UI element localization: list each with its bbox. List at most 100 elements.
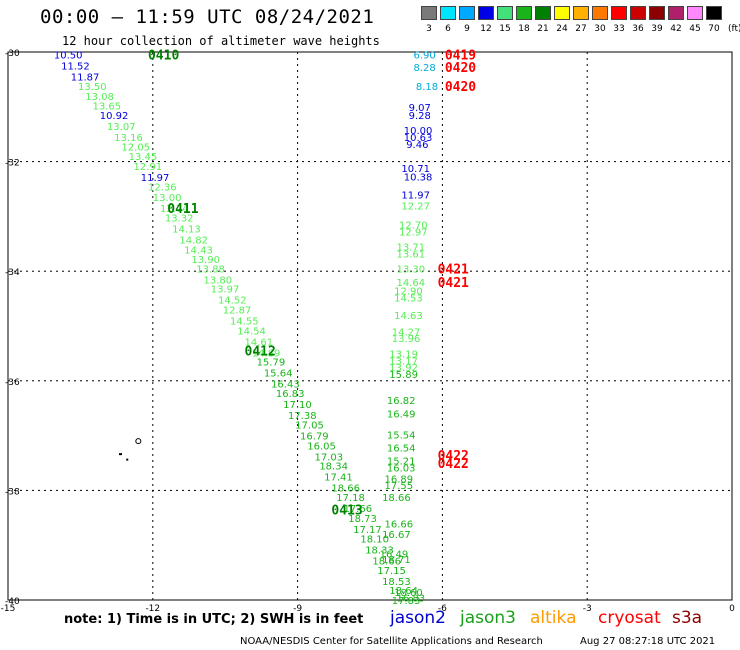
lat-tick-label: -30 xyxy=(5,49,20,59)
wave-height-value: 17.17 xyxy=(353,525,382,536)
wave-height-value: 18.33 xyxy=(365,546,394,557)
wave-height-value: 17.05 xyxy=(295,421,324,432)
wave-height-value: 8.28 xyxy=(413,63,435,74)
islands xyxy=(119,438,142,461)
legend-swatch xyxy=(478,6,494,20)
wave-height-value: 13.08 xyxy=(85,92,114,103)
lon-tick-label: -3 xyxy=(583,604,592,614)
wave-height-value: 13.17 xyxy=(389,357,418,368)
legend-swatch xyxy=(516,6,532,20)
wave-height-value: 17.18 xyxy=(336,493,365,504)
legend-swatch-label: 30 xyxy=(594,24,606,34)
wave-height-value: 13.30 xyxy=(397,264,426,275)
wave-height-value: 15.54 xyxy=(387,431,416,442)
wave-height-value: 6.90 xyxy=(413,51,435,62)
legend-swatch xyxy=(554,6,570,20)
legend-swatch-label: 36 xyxy=(632,24,644,34)
wave-height-value: 16.66 xyxy=(384,519,413,530)
wave-height-value: 17.10 xyxy=(283,400,312,411)
wave-height-value: 15.79 xyxy=(257,358,286,369)
wave-height-value: 8.18 xyxy=(416,82,438,93)
wave-height-value: 16.83 xyxy=(397,593,426,604)
lon-tick-label: -15 xyxy=(1,604,16,614)
legend-swatch xyxy=(421,6,437,20)
wave-height-value: 17.41 xyxy=(324,473,353,484)
wave-height-value: 13.90 xyxy=(191,255,220,266)
wave-height-value: 16.54 xyxy=(387,444,416,455)
wave-height-value: 18.53 xyxy=(382,577,411,588)
wave-height-value: 13.61 xyxy=(397,250,426,261)
wave-height-value: 13.80 xyxy=(203,275,232,286)
island-outline xyxy=(135,438,142,445)
legend-swatch-label: 33 xyxy=(613,24,625,34)
wave-height-value: 12.90 xyxy=(394,286,423,297)
wave-height-value: 12.91 xyxy=(133,162,162,173)
wave-height-value: 16.83 xyxy=(276,389,305,400)
legend-swatch-label: 9 xyxy=(464,24,470,34)
wave-height-value: 14.13 xyxy=(172,224,201,235)
wave-height-value: 15.21 xyxy=(387,456,416,467)
satellite-name: cryosat xyxy=(598,608,661,628)
wave-height-value: 17.55 xyxy=(384,481,413,492)
lat-tick-label: -32 xyxy=(5,159,20,169)
wave-height-value: 14.61 xyxy=(245,337,274,348)
satellite-name: jason3 xyxy=(460,608,516,628)
wave-height-value: 13.45 xyxy=(129,152,158,163)
legend-swatch xyxy=(573,6,589,20)
pass-time-label: 0419 xyxy=(445,49,476,64)
wave-height-value: 14.27 xyxy=(392,327,421,338)
pass-time-label: 0413 xyxy=(331,504,362,519)
wave-height-value: 16.79 xyxy=(300,432,329,443)
wave-height-value: 13.07 xyxy=(107,122,136,133)
wave-height-value: 13.32 xyxy=(165,213,194,224)
lon-tick-label: -9 xyxy=(293,604,302,614)
wave-height-value: 13.88 xyxy=(196,264,225,275)
legend-swatch-label: 27 xyxy=(575,24,587,34)
wave-height-value: 16.49 xyxy=(380,549,409,560)
legend-swatch-label: 15 xyxy=(499,24,511,34)
lat-tick-label: -40 xyxy=(5,597,20,607)
legend-swatch xyxy=(630,6,646,20)
lat-tick-label: -34 xyxy=(5,268,20,278)
track-labels: 10.5011.5211.8713.5013.0813.6510.9213.07… xyxy=(54,49,476,607)
pass-time-label: 0421 xyxy=(438,262,469,277)
wave-height-value: 16.43 xyxy=(271,380,300,391)
legend-swatch-label: 12 xyxy=(480,24,492,34)
wave-height-value: 17.38 xyxy=(288,411,317,422)
pass-time-label: 0420 xyxy=(445,61,476,76)
lon-tick-label: -6 xyxy=(438,604,447,614)
wave-height-value: 18.60 xyxy=(394,588,423,599)
island-outline xyxy=(126,458,129,461)
legend-swatch xyxy=(535,6,551,20)
map-note: note: 1) Time is in UTC; 2) SWH is in fe… xyxy=(64,612,364,627)
wave-height-value: 14.55 xyxy=(230,317,259,328)
legend-swatch-label: 39 xyxy=(651,24,663,34)
legend-swatch-label: 42 xyxy=(670,24,682,34)
legend-swatch-label: 6 xyxy=(445,24,451,34)
legend-swatch xyxy=(649,6,665,20)
wave-height-value: 18.64 xyxy=(389,586,418,597)
lat-tick-label: -38 xyxy=(5,487,20,497)
pass-time-label: 0422 xyxy=(438,449,469,464)
wave-height-value: 16.89 xyxy=(384,474,413,485)
wave-height-value: 12.05 xyxy=(121,142,150,153)
legend-swatch xyxy=(611,6,627,20)
wave-height-value: 10.00 xyxy=(404,126,433,137)
wave-height-value: 10.92 xyxy=(100,111,129,122)
wave-height-value: 17.66 xyxy=(343,504,372,515)
wave-height-value: 14.82 xyxy=(179,235,208,246)
wave-height-value: 18.34 xyxy=(319,462,348,473)
legend-swatch-label: 18 xyxy=(518,24,530,34)
wave-height-value: 15.89 xyxy=(389,370,418,381)
wave-height-value: 16.82 xyxy=(387,396,416,407)
pass-time-label: 0411 xyxy=(167,202,198,217)
wave-height-value: 13.96 xyxy=(392,334,421,345)
legend-swatch xyxy=(497,6,513,20)
wave-height-value: 12.70 xyxy=(399,221,428,232)
wave-height-value: 9.28 xyxy=(409,111,431,122)
pass-time-label: 0412 xyxy=(245,345,276,360)
wave-height-value: 17.15 xyxy=(377,566,406,577)
wave-height-value: 13.65 xyxy=(92,102,121,113)
pass-time-label: 0410 xyxy=(148,49,179,64)
